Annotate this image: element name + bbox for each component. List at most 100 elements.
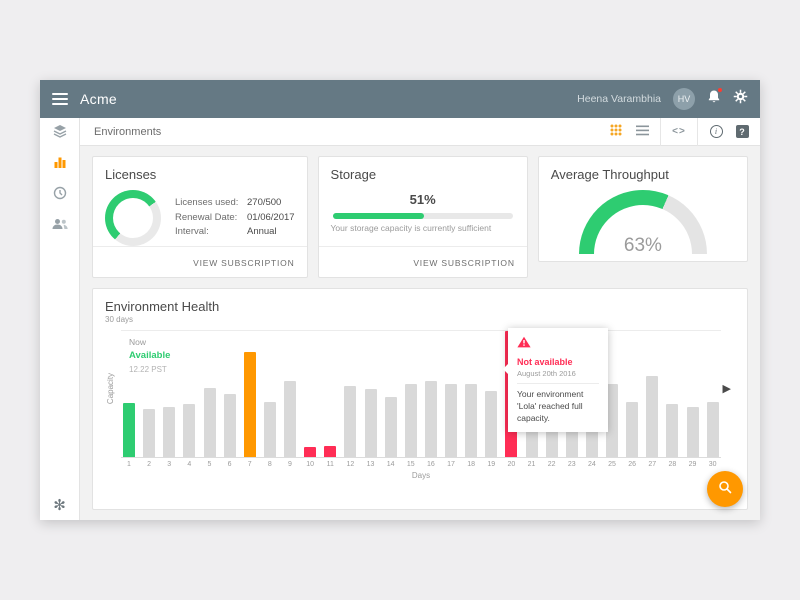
environment-health-card: Environment Health 30 days Capacity Now … bbox=[92, 288, 748, 510]
bar-day-15[interactable] bbox=[404, 383, 417, 457]
bar-day-19[interactable] bbox=[485, 391, 498, 457]
bar-day-9[interactable] bbox=[284, 381, 296, 457]
sidebar-item-environments[interactable] bbox=[49, 122, 71, 144]
tick-day-21: 21 bbox=[527, 461, 536, 468]
licenses-title: Licenses bbox=[105, 167, 157, 182]
alert-date: August 20th 2016 bbox=[517, 369, 599, 384]
tick-day-9: 9 bbox=[288, 461, 292, 468]
now-label: Now bbox=[129, 337, 147, 347]
bar-day-30[interactable] bbox=[706, 401, 719, 457]
availability-status: Available bbox=[129, 350, 171, 362]
storage-card: Storage 51% Your storage capacity is cur… bbox=[317, 156, 528, 278]
tick-day-10: 10 bbox=[306, 461, 315, 468]
alert-tooltip: Not available August 20th 2016 Your envi… bbox=[503, 328, 608, 432]
list-view-button[interactable] bbox=[634, 123, 650, 141]
tick-day-29: 29 bbox=[688, 461, 697, 468]
app-title: Acme bbox=[80, 91, 117, 107]
field-value: 01/06/2017 bbox=[247, 211, 295, 223]
bar-day-7[interactable] bbox=[243, 352, 256, 457]
search-fab[interactable] bbox=[707, 471, 743, 507]
tick-day-12: 12 bbox=[346, 461, 355, 468]
notifications-button[interactable] bbox=[707, 87, 723, 109]
bar-day-11[interactable] bbox=[324, 445, 337, 457]
tick-day-24: 24 bbox=[587, 461, 596, 468]
field-value: 270/500 bbox=[247, 196, 282, 208]
bar-day-3[interactable] bbox=[163, 406, 176, 457]
field-label: Interval: bbox=[175, 226, 209, 238]
sidebar-item-users[interactable] bbox=[49, 215, 71, 237]
environment-health-title: Environment Health bbox=[105, 299, 220, 314]
tick-day-19: 19 bbox=[487, 461, 496, 468]
tick-day-20: 20 bbox=[507, 461, 516, 468]
x-axis-label: Days bbox=[411, 471, 431, 480]
tick-day-7: 7 bbox=[247, 461, 252, 468]
bar-day-27[interactable] bbox=[646, 376, 659, 457]
interval-row: Interval: Annual bbox=[175, 225, 295, 240]
search-icon bbox=[717, 479, 733, 500]
tick-day-2: 2 bbox=[147, 461, 152, 468]
alert-title: Not available bbox=[517, 357, 573, 367]
tick-day-1: 1 bbox=[127, 461, 131, 468]
renewal-date-row: Renewal Date: 01/06/2017 bbox=[175, 211, 295, 226]
tick-day-5: 5 bbox=[207, 461, 212, 468]
grid-view-button[interactable] bbox=[608, 123, 624, 141]
avatar[interactable]: HV bbox=[673, 88, 695, 110]
bar-day-17[interactable] bbox=[445, 383, 457, 457]
storage-progress-fill bbox=[332, 213, 425, 219]
throughput-percent: 63% bbox=[623, 235, 662, 254]
field-value: Annual bbox=[247, 226, 277, 238]
tick-day-25: 25 bbox=[608, 461, 616, 468]
content-area: Licenses Licenses used: 270/500 Renewal … bbox=[80, 146, 760, 520]
y-axis-label: Capacity bbox=[106, 372, 116, 405]
storage-caption: Your storage capacity is currently suffi… bbox=[330, 223, 492, 233]
bar-day-6[interactable] bbox=[223, 394, 236, 457]
grid-icon bbox=[610, 123, 622, 141]
tick-day-11: 11 bbox=[326, 461, 334, 468]
bar-day-29[interactable] bbox=[686, 406, 699, 457]
tick-day-14: 14 bbox=[386, 461, 395, 468]
tick-day-17: 17 bbox=[447, 461, 455, 468]
view-subscription-link[interactable]: VIEW SUBSCRIPTION bbox=[193, 258, 295, 268]
bar-day-10[interactable] bbox=[304, 446, 317, 457]
bar-day-16[interactable] bbox=[424, 381, 437, 457]
bar-chart: Capacity Now Available 12.22 PST bbox=[106, 328, 731, 480]
sidebar-item-history[interactable] bbox=[49, 184, 71, 206]
sidebar-item-dashboard[interactable] bbox=[49, 153, 71, 175]
user-name: Heena Varambhia bbox=[577, 93, 661, 105]
bell-icon bbox=[707, 89, 721, 109]
throughput-title: Average Throughput bbox=[550, 167, 669, 182]
bar-day-28[interactable] bbox=[666, 404, 679, 457]
storage-title: Storage bbox=[330, 167, 377, 182]
divider bbox=[660, 117, 661, 146]
licenses-donut bbox=[105, 190, 161, 246]
menu-icon[interactable] bbox=[52, 90, 68, 108]
bar-day-26[interactable] bbox=[626, 401, 639, 457]
bar-chart-bars bbox=[121, 331, 721, 458]
bar-day-18[interactable] bbox=[465, 383, 478, 457]
bar-day-5[interactable] bbox=[203, 387, 216, 457]
bar-day-4[interactable] bbox=[183, 404, 196, 457]
bar-day-25[interactable] bbox=[606, 383, 618, 457]
list-icon bbox=[635, 123, 649, 141]
tick-day-13: 13 bbox=[366, 461, 375, 468]
tick-day-4: 4 bbox=[187, 461, 192, 468]
clock-icon bbox=[52, 185, 68, 206]
app-window: Acme Heena Varambhia HV bbox=[40, 80, 760, 520]
bar-day-13[interactable] bbox=[364, 388, 377, 457]
help-icon[interactable]: ? bbox=[735, 125, 749, 138]
bar-day-8[interactable] bbox=[263, 401, 276, 457]
tick-day-6: 6 bbox=[227, 461, 232, 468]
layers-icon bbox=[52, 123, 68, 144]
info-icon[interactable]: i bbox=[709, 125, 723, 138]
bar-day-2[interactable] bbox=[143, 409, 156, 457]
chevron-right-icon[interactable]: ▶ bbox=[722, 383, 731, 395]
bar-day-14[interactable] bbox=[384, 396, 397, 457]
bar-day-1[interactable] bbox=[123, 402, 135, 457]
bar-day-12[interactable] bbox=[344, 386, 357, 457]
throughput-card: Average Throughput 63% bbox=[537, 156, 749, 262]
view-subscription-link[interactable]: VIEW SUBSCRIPTION bbox=[413, 258, 515, 268]
flower-logo-icon[interactable]: ✻ bbox=[53, 497, 66, 514]
tick-day-28: 28 bbox=[668, 461, 677, 468]
code-view-button[interactable]: <> bbox=[672, 126, 686, 137]
settings-button[interactable] bbox=[733, 89, 748, 109]
